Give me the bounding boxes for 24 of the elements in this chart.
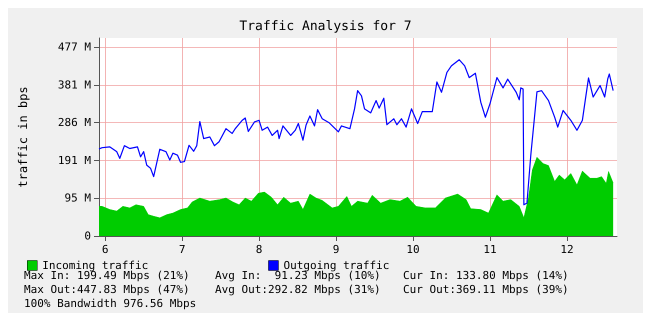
text: Max In: 199.49 Mbps (21%) [24, 269, 190, 282]
x-tick-label: 12 [560, 243, 574, 256]
y-tick-label: 286 M [58, 116, 92, 130]
line-series [98, 59, 614, 206]
legend-label: Incoming traffic [42, 259, 148, 272]
x-tick-label: 10 [406, 243, 420, 256]
y-tick-label: 0 [84, 230, 91, 242]
legend-label: Outgoing traffic [283, 259, 390, 272]
text: 100% Bandwidth 976.56 Mbps [24, 297, 196, 310]
y-axis-title: traffic in bps [16, 86, 30, 188]
x-tick-label: 9 [332, 243, 340, 256]
text: Cur In: 133.80 Mbps (14%) [403, 269, 569, 282]
chart-title: Traffic Analysis for 7 [239, 19, 412, 34]
text: Max Out:447.83 Mbps (47%) [24, 283, 190, 296]
y-tick-label: 191 M [58, 154, 92, 167]
y-tick-label: 381 M [58, 78, 92, 92]
y-tick-label: 477 M [58, 40, 92, 54]
x-tick-label: 7 [178, 243, 186, 256]
y-tick-label: 95 M [64, 192, 92, 205]
x-tick-label: 11 [483, 243, 497, 256]
x-tick-label: 8 [256, 243, 262, 256]
text: Cur Out:369.11 Mbps (39%) [403, 283, 569, 296]
text: Avg Out:292.82 Mbps (31%) [215, 283, 381, 296]
x-tick-label: 6 [102, 243, 108, 256]
